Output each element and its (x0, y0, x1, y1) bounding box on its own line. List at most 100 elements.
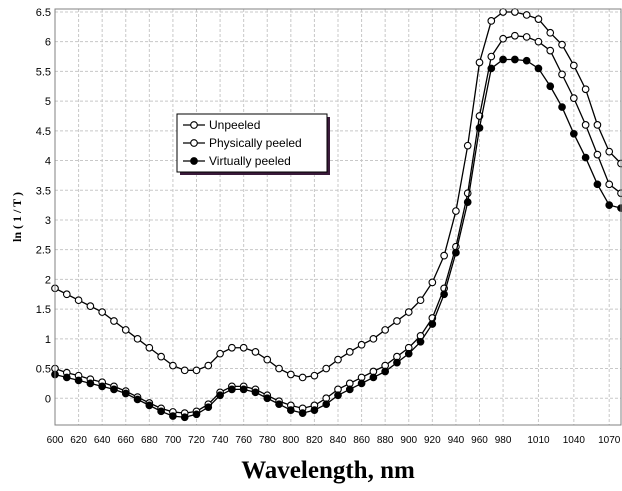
data-point (286, 406, 295, 414)
data-point (487, 17, 496, 25)
data-point (157, 407, 165, 416)
data-point (558, 40, 566, 49)
data-point (74, 376, 83, 385)
data-point (605, 147, 614, 156)
data-point (192, 410, 201, 419)
y-tick-label: 0.5 (36, 364, 51, 376)
data-point (334, 391, 342, 400)
x-tick-label: 1040 (563, 435, 586, 446)
data-point (558, 70, 566, 79)
data-point (511, 31, 519, 40)
y-tick-label: 6 (45, 37, 51, 49)
data-point (357, 340, 366, 349)
data-point (298, 409, 307, 417)
data-point (605, 180, 614, 189)
x-tick-label: 840 (330, 435, 347, 446)
y-tick-label: 6.5 (36, 7, 51, 19)
data-point (110, 317, 118, 325)
y-tick-label: 1.5 (36, 304, 51, 316)
series-unpeeled (51, 8, 622, 382)
data-point (605, 201, 614, 209)
data-point (487, 64, 496, 73)
data-point (452, 248, 460, 257)
x-tick-label: 600 (47, 435, 64, 446)
data-point (86, 379, 95, 388)
data-point (110, 385, 118, 394)
data-point (239, 343, 248, 352)
data-point (204, 361, 213, 370)
data-point (593, 121, 602, 129)
data-point (452, 207, 460, 215)
data-point (546, 46, 555, 55)
x-tick-label: 900 (400, 435, 417, 446)
data-point (581, 153, 590, 162)
data-point (121, 326, 130, 334)
data-point (499, 34, 507, 43)
legend-marker (190, 139, 198, 147)
series-line (54, 58, 622, 418)
data-point (192, 366, 201, 375)
data-point (286, 370, 295, 379)
series-virtually-peeled (51, 55, 622, 422)
data-point (487, 52, 496, 61)
data-point (322, 364, 331, 373)
y-axis-ticks: 0 0.5 1 1.5 2 2.5 3 3.5 4 4.5 5 5.5 6 6.5 (36, 7, 51, 405)
data-point (440, 251, 448, 260)
data-point (546, 82, 555, 91)
x-tick-label: 800 (282, 435, 299, 446)
data-point (204, 403, 213, 412)
y-tick-label: 4.5 (36, 126, 51, 138)
data-point (404, 349, 413, 358)
data-point (522, 11, 531, 19)
y-tick-label: 1 (45, 334, 51, 346)
x-tick-label: 1010 (527, 435, 550, 446)
data-point (216, 391, 224, 400)
data-point (251, 388, 260, 397)
data-point (546, 28, 555, 37)
y-axis-label: ln ( 1 / T ) (10, 192, 24, 242)
data-point (440, 290, 448, 299)
legend-label: Physically peeled (209, 136, 302, 150)
data-point (322, 400, 331, 409)
data-point (180, 366, 189, 375)
x-tick-label: 980 (495, 435, 512, 446)
data-point (393, 317, 401, 325)
data-point (74, 296, 83, 305)
data-point (428, 320, 437, 328)
data-point (593, 150, 602, 159)
x-axis-ticks: 600 620 640 660 680 700 720 740 760 780 800 820 840 8… (47, 435, 621, 446)
x-axis-label: Wavelength, nm (241, 457, 415, 484)
data-point (534, 37, 543, 46)
data-point (345, 348, 354, 356)
data-point (475, 124, 484, 132)
data-point (263, 355, 272, 364)
x-tick-label: 820 (306, 435, 323, 446)
data-point (345, 385, 354, 394)
data-point (369, 373, 378, 382)
x-tick-label: 920 (424, 435, 441, 446)
y-tick-label: 3.5 (36, 185, 51, 197)
data-point (581, 121, 590, 129)
x-tick-label: 700 (165, 435, 182, 446)
data-point (381, 367, 390, 376)
data-point (569, 94, 578, 102)
data-point (569, 129, 578, 138)
x-tick-label: 760 (235, 435, 252, 446)
y-tick-label: 2 (45, 274, 51, 286)
y-tick-label: 0 (45, 393, 51, 405)
data-point (310, 371, 319, 380)
data-point (310, 406, 319, 414)
data-point (121, 389, 130, 398)
data-point (499, 8, 507, 16)
data-point (534, 64, 543, 73)
data-point (463, 198, 472, 206)
data-point (428, 278, 437, 287)
legend-marker (190, 157, 198, 165)
data-point (357, 379, 366, 388)
data-point (62, 290, 71, 299)
data-point (228, 343, 236, 352)
data-point (522, 33, 531, 41)
x-tick-label: 740 (212, 435, 229, 446)
x-tick-label: 1070 (598, 435, 621, 446)
data-point (499, 55, 507, 64)
